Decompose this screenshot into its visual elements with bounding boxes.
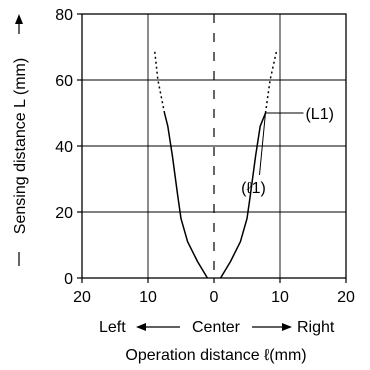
labels: Sensing distance L (mm) Left Center Right Op… [12, 14, 335, 364]
annotation-ell1: (ℓ1) [241, 180, 266, 197]
detection-curve-left-solid [163, 112, 209, 279]
grid [82, 14, 346, 278]
x-axis-label: Operation distance ℓ(mm) [125, 347, 306, 364]
y-label-arrow-head [15, 14, 23, 24]
x-tick-label: 10 [139, 289, 157, 306]
annotations: (L1) (ℓ1) [241, 106, 334, 197]
y-tick-label: 20 [55, 205, 73, 222]
annotation-leader-ell1 [258, 112, 266, 176]
y-axis-label: Sensing distance L (mm) [12, 58, 29, 234]
direction-label-center: Center [192, 319, 241, 336]
detection-curve-right-solid [219, 112, 267, 279]
annotation-L1: (L1) [305, 106, 333, 123]
y-tick-label: 0 [64, 271, 73, 288]
y-tick-label: 60 [55, 73, 73, 90]
direction-arrow-right-head [282, 323, 292, 331]
direction-label-left: Left [99, 319, 126, 336]
detection-curve-right-dashed [264, 50, 278, 114]
y-tick-label: 80 [55, 7, 73, 24]
series [153, 50, 278, 279]
x-tick-label: 20 [337, 289, 355, 306]
x-tick-label: 20 [73, 289, 91, 306]
x-tick-label: 10 [271, 289, 289, 306]
direction-arrow-left-head [136, 323, 146, 331]
direction-label-right: Right [297, 319, 335, 336]
y-tick-label: 40 [55, 139, 73, 156]
detection-curve-left-dashed [153, 50, 166, 114]
x-tick-label: 0 [210, 289, 219, 306]
